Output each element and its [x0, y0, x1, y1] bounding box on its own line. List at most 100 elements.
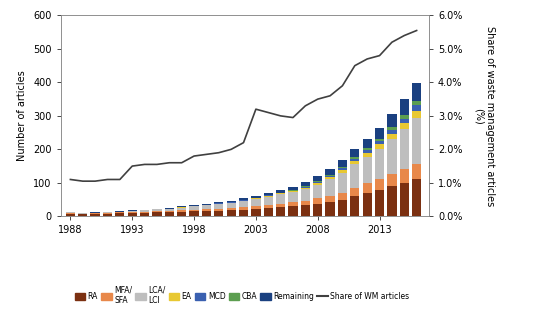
Bar	[128, 213, 137, 216]
Bar	[263, 197, 273, 205]
Bar	[326, 202, 335, 216]
Bar	[362, 193, 372, 216]
Bar	[263, 208, 273, 216]
Bar	[177, 210, 186, 212]
Bar	[91, 214, 100, 216]
Bar	[362, 148, 372, 150]
Bar	[214, 204, 223, 209]
Bar	[326, 176, 335, 177]
Bar	[189, 211, 199, 216]
Bar	[400, 129, 409, 169]
Bar	[338, 200, 347, 216]
Bar	[164, 212, 174, 216]
Bar	[251, 198, 261, 199]
Bar	[326, 177, 335, 180]
Bar	[214, 211, 223, 216]
Bar	[412, 83, 421, 101]
Bar	[78, 214, 87, 216]
Bar	[362, 150, 372, 153]
Bar	[313, 198, 322, 204]
Bar	[387, 127, 397, 130]
Bar	[202, 211, 211, 216]
Bar	[128, 210, 137, 211]
Bar	[140, 210, 149, 212]
Bar	[276, 189, 285, 193]
Bar	[313, 182, 322, 183]
Bar	[202, 205, 211, 209]
Bar	[362, 157, 372, 184]
Bar	[387, 130, 397, 134]
Bar	[301, 188, 310, 189]
Bar	[387, 139, 397, 174]
Bar	[103, 213, 112, 214]
Y-axis label: Share of waste management articles
(%): Share of waste management articles (%)	[474, 26, 495, 206]
Bar	[152, 211, 162, 212]
Bar	[239, 200, 248, 201]
Bar	[313, 181, 322, 182]
Bar	[313, 185, 322, 198]
Bar	[338, 167, 347, 168]
Bar	[164, 209, 174, 211]
Bar	[338, 193, 347, 200]
Bar	[338, 173, 347, 193]
Bar	[103, 212, 112, 213]
Bar	[412, 101, 421, 105]
Bar	[350, 161, 360, 164]
Bar	[239, 198, 248, 200]
Bar	[276, 204, 285, 207]
Bar	[375, 189, 384, 216]
Bar	[338, 171, 347, 173]
Bar	[412, 117, 421, 164]
Bar	[350, 188, 360, 196]
Bar	[189, 205, 199, 206]
Bar	[375, 141, 384, 144]
Bar	[202, 209, 211, 211]
Bar	[66, 212, 75, 213]
Bar	[239, 201, 248, 207]
Bar	[288, 206, 298, 216]
Bar	[214, 203, 223, 204]
Bar	[362, 139, 372, 148]
Bar	[350, 149, 360, 157]
Bar	[387, 113, 397, 127]
Bar	[362, 153, 372, 157]
Bar	[239, 210, 248, 216]
Bar	[375, 149, 384, 179]
Bar	[78, 213, 87, 214]
Bar	[263, 195, 273, 196]
Bar	[115, 211, 124, 212]
Bar	[251, 199, 261, 206]
Bar	[301, 187, 310, 188]
Bar	[313, 183, 322, 185]
Bar	[412, 105, 421, 111]
Bar	[412, 180, 421, 216]
Bar	[301, 205, 310, 216]
Bar	[251, 206, 261, 209]
Bar	[387, 174, 397, 186]
Bar	[189, 206, 199, 210]
Y-axis label: Number of articles: Number of articles	[18, 70, 28, 161]
Bar	[288, 190, 298, 191]
Legend: RA, MFA/
SFA, LCA/
LCI, EA, MCD, CBA, Remaining, Share of WM articles: RA, MFA/ SFA, LCA/ LCI, EA, MCD, CBA, Re…	[75, 286, 409, 305]
Bar	[350, 196, 360, 216]
Bar	[263, 205, 273, 208]
Bar	[115, 213, 124, 216]
Bar	[239, 207, 248, 210]
Bar	[350, 159, 360, 161]
Bar	[313, 176, 322, 181]
Bar	[412, 164, 421, 180]
Bar	[177, 206, 186, 207]
Bar	[66, 213, 75, 214]
Bar	[400, 183, 409, 216]
Bar	[152, 212, 162, 216]
Bar	[338, 168, 347, 171]
Bar	[128, 211, 137, 212]
Bar	[227, 203, 236, 208]
Bar	[91, 213, 100, 214]
Bar	[288, 191, 298, 192]
Bar	[103, 214, 112, 216]
Bar	[288, 202, 298, 206]
Bar	[227, 210, 236, 216]
Bar	[350, 157, 360, 159]
Bar	[326, 169, 335, 175]
